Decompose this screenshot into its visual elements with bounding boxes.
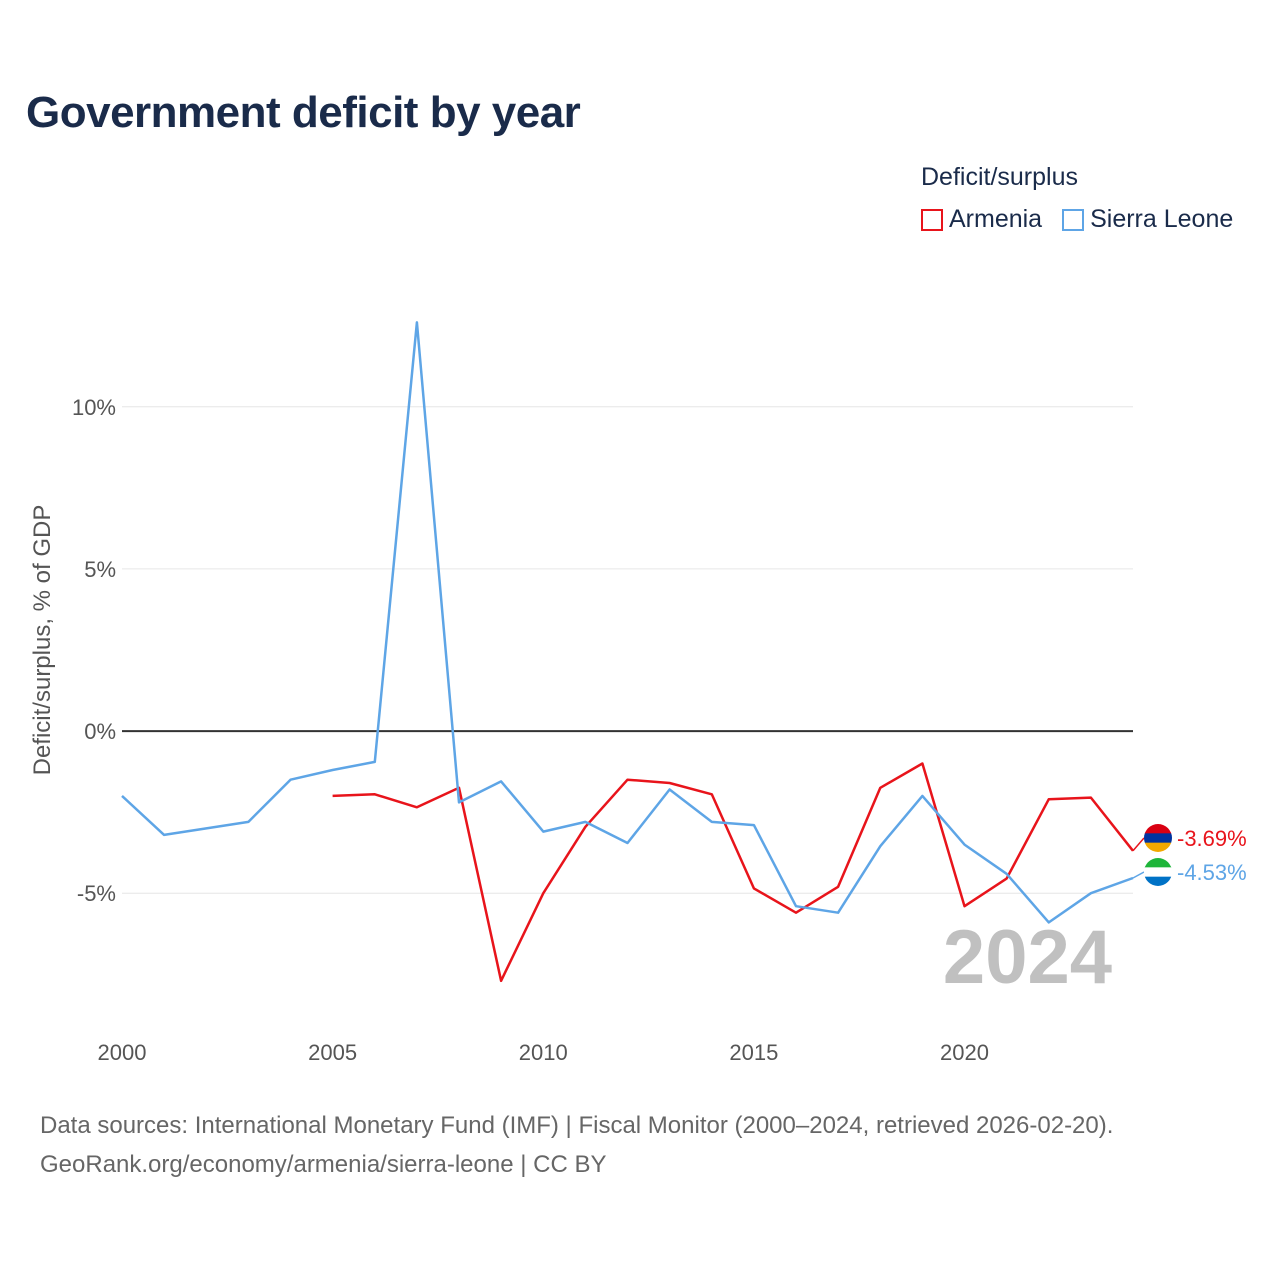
- y-tick-label: 5%: [84, 557, 116, 582]
- end-value-label-sierra-leone: -4.53%: [1177, 860, 1247, 885]
- x-tick-label: 2010: [519, 1040, 568, 1065]
- end-markers: -3.69% -4.53%: [1132, 824, 1247, 886]
- series-line-armenia[interactable]: [332, 762, 1134, 983]
- x-axis-ticks: 2000 2005 2010 2015 2020: [98, 1040, 989, 1065]
- grid: [122, 406, 1133, 894]
- y-tick-label: 10%: [72, 395, 116, 420]
- footer: Data sources: International Monetary Fun…: [40, 1106, 1113, 1184]
- end-connector-armenia: [1132, 837, 1145, 852]
- flag-icon-sierra-leone: [1144, 858, 1172, 886]
- x-tick-label: 2020: [940, 1040, 989, 1065]
- legend-title: Deficit/surplus: [921, 163, 1078, 191]
- series-lines: [121, 321, 1134, 983]
- legend-swatch-sierra-leone: [1062, 208, 1085, 231]
- y-tick-label: -5%: [77, 881, 116, 906]
- y-axis-ticks: 10% 5% 0% -5%: [72, 395, 116, 906]
- x-tick-label: 2015: [729, 1040, 778, 1065]
- end-connector-sierra-leone: [1132, 871, 1145, 879]
- legend-swatch-armenia: [921, 208, 943, 231]
- chart-title: Government deficit by year: [26, 88, 581, 137]
- x-tick-label: 2000: [98, 1040, 147, 1065]
- flag-icon-armenia: [1144, 824, 1172, 852]
- legend-item-sierra-leone[interactable]: Sierra Leone: [1062, 205, 1233, 234]
- footer-link[interactable]: GeoRank.org/economy/armenia/sierra-leone…: [40, 1151, 607, 1178]
- series-line-sierra-leone[interactable]: [121, 321, 1134, 924]
- y-axis-label: Deficit/surplus, % of GDP: [29, 505, 56, 776]
- legend: Armenia Sierra Leone: [921, 205, 1233, 234]
- y-tick-label: 0%: [84, 719, 116, 744]
- legend-label-armenia: Armenia: [949, 205, 1043, 233]
- line-chart: Deficit/surplus, % of GDP 10% 5% 0% -5% 200…: [29, 321, 1247, 1065]
- year-watermark: 2024: [943, 915, 1112, 1000]
- end-value-label-armenia: -3.69%: [1177, 826, 1247, 851]
- x-tick-label: 2005: [308, 1040, 357, 1065]
- footer-sources: Data sources: International Monetary Fun…: [40, 1112, 1114, 1139]
- legend-item-armenia[interactable]: Armenia: [921, 205, 1042, 234]
- legend-label-sierra-leone: Sierra Leone: [1090, 205, 1234, 233]
